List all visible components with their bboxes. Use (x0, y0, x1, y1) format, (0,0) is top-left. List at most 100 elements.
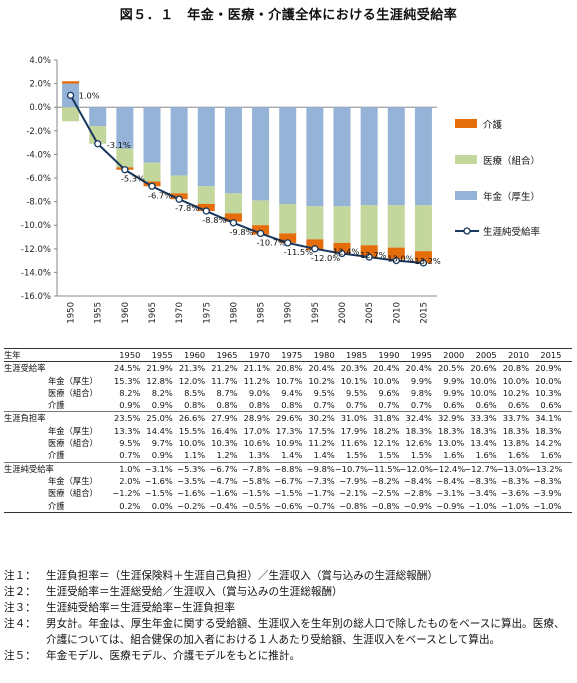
table-cell: 9.0% (248, 387, 270, 398)
table-cell: 31.0% (340, 413, 368, 424)
table-cell: −6.7% (274, 475, 303, 486)
table-cell: 1.5% (410, 450, 432, 461)
table-cell: 9.9% (443, 375, 465, 386)
legend-swatch-point (463, 227, 471, 235)
table-header-year: 2000 (443, 350, 465, 360)
table-cell: 1.0% (119, 463, 141, 474)
bar-segment (387, 205, 405, 248)
table-cell: 20.8% (502, 363, 530, 374)
table-cell: 30.2% (308, 413, 335, 424)
table-row-label: 年金（厚生） (48, 425, 98, 436)
bar-segment (62, 81, 80, 84)
note-key: 注４： (4, 618, 36, 630)
table-cell: −1.5% (144, 488, 173, 499)
table-cell: 24.5% (114, 363, 141, 374)
table-cell: 21.9% (146, 363, 173, 374)
bar-segment (279, 203, 297, 234)
data-label: -12.7% (357, 250, 386, 260)
table-cell: −3.5% (177, 475, 206, 486)
net-benefit-chart: 4.0% 2.0% 0.0% -2.0% -4.0% -6.0% -8.0% -10.0% -1… (21, 56, 541, 324)
y-tick-label: -14.0% (21, 268, 51, 278)
table-row-label: 介護 (48, 450, 65, 461)
table-cell: −7.3% (306, 475, 335, 486)
x-tick-label: 1975 (202, 302, 212, 324)
x-tick-label: 2010 (392, 302, 402, 324)
bar-segment (360, 107, 378, 206)
table-cell: −2.1% (339, 488, 368, 499)
table-cell: −6.7% (209, 463, 238, 474)
table-cell: 0.9% (151, 450, 173, 461)
table-cell: 0.9% (151, 400, 173, 411)
table-cell: −12.0% (399, 463, 433, 474)
table-cell: 34.1% (535, 413, 562, 424)
table-cell: 17.3% (275, 425, 303, 436)
table-cell: −7.9% (339, 475, 368, 486)
table-cell: −8.3% (533, 475, 562, 486)
bar-segment (360, 205, 378, 246)
table-cell: 18.2% (373, 425, 400, 436)
table-cell: 1.3% (248, 450, 270, 461)
line-point (66, 91, 75, 100)
table-cell: 20.3% (340, 363, 368, 374)
bar-segment (224, 213, 242, 222)
y-tick-label: 2.0% (29, 80, 51, 90)
table-cell: −9.8% (306, 463, 335, 474)
table-cell: 25.0% (146, 413, 173, 424)
table-header-year: 1950 (119, 350, 141, 360)
table-header-year: 1965 (216, 350, 238, 360)
table-cell: −5.3% (177, 463, 206, 474)
table-cell: 12.6% (405, 438, 432, 449)
y-tick-label: -12.0% (21, 245, 51, 255)
table-cell: −0.7% (306, 500, 335, 511)
table-header-year: 2010 (507, 350, 530, 360)
bar-segment (197, 107, 215, 187)
bar-segment (224, 193, 242, 214)
table-cell: 8.5% (184, 387, 206, 398)
table-row: 介護 0.7% 0.9% 1.1% 1.2% 1.3% 1.4% 1.4% 1.5% 1.5% 1.… (4, 449, 572, 461)
table-cell: −8.3% (501, 475, 530, 486)
table-cell: 8.2% (151, 387, 173, 398)
table-cell: 18.3% (535, 425, 562, 436)
table-cell: 18.3% (437, 425, 465, 436)
bar-segment (306, 206, 324, 240)
table-cell: −4.7% (209, 475, 238, 486)
table-cell: 1.2% (216, 450, 238, 461)
bar-segment (143, 162, 161, 182)
table-cell: 18.3% (502, 425, 530, 436)
table-cell: 33.3% (470, 413, 497, 424)
table-cell: 1.5% (378, 450, 400, 461)
table-cell: 10.0% (470, 375, 497, 386)
x-tick-label: 1995 (311, 302, 321, 324)
table-cell: 0.7% (313, 400, 335, 411)
table-cell: 15.3% (114, 375, 141, 386)
table-cell: 10.0% (502, 375, 530, 386)
table-cell: 0.6% (507, 400, 530, 411)
table-cell: 14.2% (535, 438, 562, 449)
table-cell: −1.2% (112, 488, 141, 499)
table-row-label: 生涯負担率 (4, 413, 46, 424)
table-row: 生涯純受給率 1.0% −3.1% −5.3% −6.7% −7.8% −8.8% −9.8%… (4, 461, 572, 475)
note-item: 注３： 生涯純受給率＝生涯受給率−生涯負担率 (4, 600, 574, 616)
bar-segment (387, 107, 405, 206)
note-text: 生涯受給率＝生涯総受給／生涯収入（賞与込みの生涯総報酬） (46, 586, 343, 598)
table-header-year: 1990 (378, 350, 400, 360)
table-cell: 0.6% (540, 400, 562, 411)
table-header-year: 2005 (475, 350, 497, 360)
y-tick-label: 4.0% (29, 56, 51, 66)
table-cell: −1.5% (274, 488, 303, 499)
bar-segment (224, 107, 242, 194)
bar-segment (252, 200, 270, 226)
table-cell: −8.4% (403, 475, 432, 486)
table-cell: −1.6% (144, 475, 173, 486)
data-label: -13.2% (411, 256, 440, 266)
table-cell: 20.4% (373, 363, 400, 374)
bar-segment (414, 251, 432, 263)
table-row: 医療（組合） 8.2% 8.2% 8.5% 8.7% 9.0% 9.4% 9.5% 9.5% 9.… (4, 387, 572, 399)
table-row: 年金（厚生） 15.3% 12.8% 12.0% 11.7% 11.2% 10.7% 10.2… (4, 375, 572, 387)
table-cell: 1.1% (184, 450, 206, 461)
line-point (365, 253, 373, 261)
table-cell: 10.2% (308, 375, 335, 386)
table-cell: −1.7% (306, 488, 335, 499)
bar-segment (89, 126, 107, 144)
line-point (202, 207, 210, 215)
